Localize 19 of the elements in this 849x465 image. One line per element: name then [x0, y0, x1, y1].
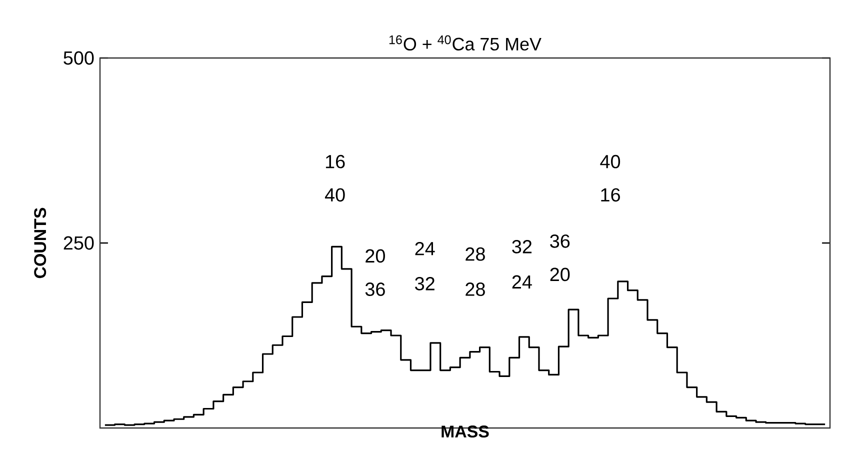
annotation: 20 — [366, 249, 385, 263]
annotation: 16 — [326, 154, 345, 168]
annotation: 40 — [324, 188, 345, 202]
annotation: 20 — [550, 268, 570, 282]
y-tick-label: 500 — [64, 51, 94, 65]
annotation: 32 — [512, 240, 532, 254]
annotation: 24 — [415, 242, 435, 256]
annotation: 36 — [550, 234, 570, 248]
annotation: 36 — [365, 282, 385, 296]
annotation: 24 — [512, 275, 532, 288]
annotation: 32 — [415, 276, 434, 290]
annotation: 28 — [466, 282, 485, 296]
annotation: 16 — [601, 188, 620, 202]
y-tick-label: 250 — [64, 236, 94, 250]
chart-title: $^{16}$O + $^{40}$Ca 75 MeV — [389, 35, 542, 50]
y-axis-title: COUNTS — [34, 208, 46, 278]
annotation: 28 — [466, 247, 485, 261]
annotation: 40 — [600, 154, 620, 168]
x-axis-title: MASS — [442, 426, 489, 438]
